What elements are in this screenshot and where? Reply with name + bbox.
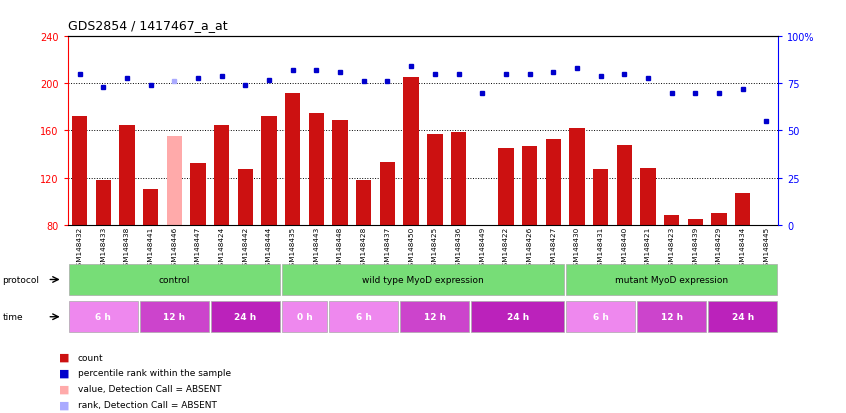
Bar	[238, 170, 253, 225]
Text: ■: ■	[59, 399, 69, 409]
Bar	[285, 93, 300, 225]
Bar	[96, 180, 111, 225]
Bar	[498, 149, 514, 225]
Text: 6 h: 6 h	[356, 313, 371, 321]
Text: 24 h: 24 h	[732, 313, 754, 321]
Bar	[404, 78, 419, 225]
Text: count: count	[78, 353, 103, 362]
Text: percentile rank within the sample: percentile rank within the sample	[78, 368, 231, 377]
Bar	[119, 125, 135, 225]
Text: ■: ■	[59, 352, 69, 362]
Bar	[569, 129, 585, 225]
Text: ■: ■	[59, 368, 69, 378]
Text: time: time	[3, 313, 23, 321]
Text: GDS2854 / 1417467_a_at: GDS2854 / 1417467_a_at	[68, 19, 228, 31]
Bar	[167, 137, 182, 225]
Text: 0 h: 0 h	[297, 313, 312, 321]
Text: mutant MyoD expression: mutant MyoD expression	[615, 275, 728, 284]
Bar	[332, 121, 348, 225]
Text: value, Detection Call = ABSENT: value, Detection Call = ABSENT	[78, 384, 222, 393]
Text: ■: ■	[59, 384, 69, 394]
Bar	[522, 146, 537, 225]
Text: control: control	[158, 275, 190, 284]
Bar	[214, 125, 229, 225]
Bar	[451, 132, 466, 225]
Bar	[427, 135, 442, 225]
Text: 6 h: 6 h	[96, 313, 111, 321]
Text: 12 h: 12 h	[163, 313, 185, 321]
Text: 12 h: 12 h	[661, 313, 683, 321]
Bar	[688, 219, 703, 225]
Bar	[593, 170, 608, 225]
Bar	[261, 117, 277, 225]
Bar	[664, 216, 679, 225]
Bar	[72, 117, 87, 225]
Bar	[190, 164, 206, 225]
Bar	[356, 180, 371, 225]
Text: 24 h: 24 h	[234, 313, 256, 321]
Text: wild type MyoD expression: wild type MyoD expression	[362, 275, 484, 284]
Bar	[309, 114, 324, 225]
Bar	[735, 193, 750, 225]
Bar	[640, 169, 656, 225]
Bar	[617, 145, 632, 225]
Text: 6 h: 6 h	[593, 313, 608, 321]
Bar	[380, 163, 395, 225]
Bar	[546, 139, 561, 225]
Bar	[143, 190, 158, 225]
Text: 12 h: 12 h	[424, 313, 446, 321]
Text: protocol: protocol	[3, 275, 40, 284]
Text: 24 h: 24 h	[507, 313, 529, 321]
Text: rank, Detection Call = ABSENT: rank, Detection Call = ABSENT	[78, 400, 217, 409]
Bar	[711, 214, 727, 225]
